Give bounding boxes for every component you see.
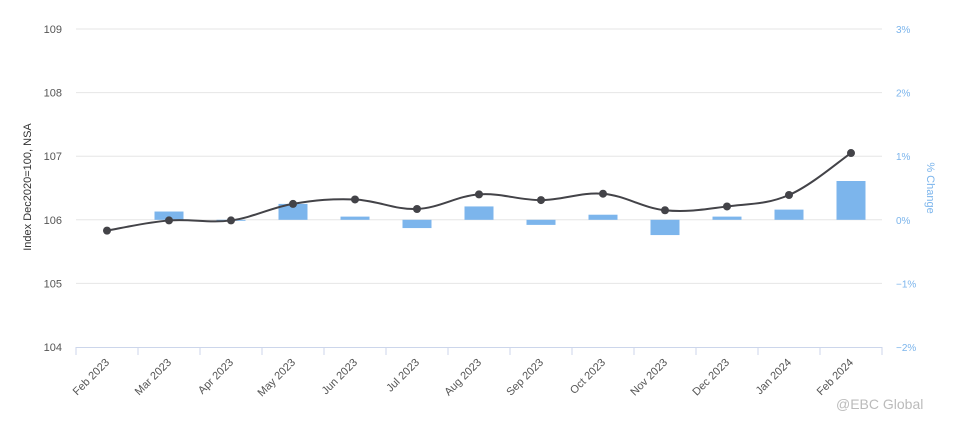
x-tick-label: Jan 2024 bbox=[754, 357, 794, 397]
bar bbox=[836, 181, 866, 220]
bar bbox=[526, 219, 556, 225]
x-tick-label: Feb 2024 bbox=[815, 357, 856, 398]
x-tick-label: Oct 2023 bbox=[568, 357, 608, 397]
bar bbox=[154, 211, 184, 220]
y2-tick-label: −1% bbox=[896, 279, 916, 290]
axes bbox=[75, 347, 883, 355]
y-tick-label: 107 bbox=[44, 151, 62, 163]
x-tick-label: Feb 2023 bbox=[71, 357, 112, 398]
x-tick-label: Jul 2023 bbox=[384, 357, 422, 395]
bar bbox=[278, 203, 308, 220]
x-tick-label: Sep 2023 bbox=[504, 357, 546, 399]
y-tick-label: 104 bbox=[44, 342, 62, 354]
y2-axis-title: % Change bbox=[924, 162, 936, 213]
line-point bbox=[661, 206, 669, 215]
line-point bbox=[537, 196, 545, 205]
line-point bbox=[599, 189, 607, 198]
line-point bbox=[351, 195, 359, 204]
x-tick-label: Apr 2023 bbox=[196, 357, 236, 397]
y2-tick-label: 0% bbox=[896, 216, 911, 227]
grid-lines bbox=[76, 28, 882, 284]
y-tick-label: 108 bbox=[44, 88, 62, 100]
y-tick-label: 106 bbox=[44, 215, 62, 227]
x-tick-label: Nov 2023 bbox=[628, 357, 670, 399]
x-tick-label: Jun 2023 bbox=[320, 357, 360, 397]
y2-tick-label: −2% bbox=[896, 343, 916, 354]
line-point bbox=[289, 199, 297, 208]
bar bbox=[464, 206, 494, 220]
y-axis-title: Index Dec2020=100, NSA bbox=[22, 123, 34, 251]
x-tick-label: Dec 2023 bbox=[690, 357, 732, 399]
bar bbox=[712, 216, 742, 220]
bar bbox=[774, 209, 804, 220]
y-tick-label: 105 bbox=[44, 278, 62, 290]
line-point bbox=[103, 226, 111, 235]
bar bbox=[588, 214, 618, 220]
bar bbox=[340, 216, 370, 220]
y2-tick-label: 3% bbox=[896, 25, 911, 36]
y2-tick-label: 2% bbox=[896, 89, 911, 100]
line-point bbox=[413, 204, 421, 213]
line-point bbox=[475, 190, 483, 199]
watermark: @EBC Global bbox=[836, 396, 924, 412]
line-point bbox=[785, 190, 793, 199]
bar bbox=[650, 219, 680, 236]
line-point bbox=[227, 216, 235, 225]
y-tick-label: 109 bbox=[44, 24, 62, 36]
line-point bbox=[165, 216, 173, 225]
x-tick-label: Mar 2023 bbox=[133, 357, 174, 398]
line-point bbox=[723, 202, 731, 211]
x-tick-label: May 2023 bbox=[255, 357, 298, 400]
bar bbox=[402, 219, 432, 229]
bar-series bbox=[154, 181, 866, 236]
x-tick-label: Aug 2023 bbox=[442, 357, 484, 399]
line-series bbox=[103, 149, 855, 235]
y2-tick-label: 1% bbox=[896, 152, 911, 163]
line-point bbox=[847, 149, 855, 158]
